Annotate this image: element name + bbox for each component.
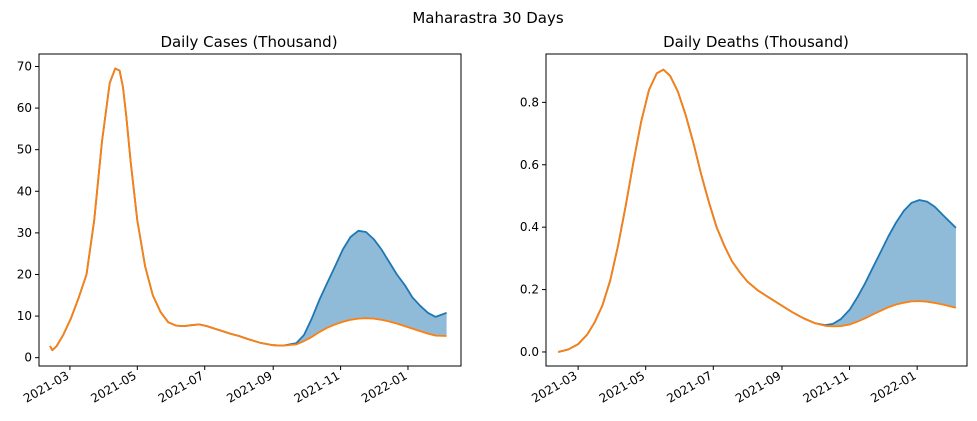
x-tick-label: 2021-07 [156,368,206,405]
y-tick-label: 30 [17,226,32,240]
x-tick-label: 2021-05 [597,368,647,405]
chart-deaths-title: Daily Deaths (Thousand) [663,33,849,51]
x-tick-label: 2021-11 [292,368,342,405]
y-tick-label: 0.0 [520,345,539,359]
y-tick-label: 20 [17,267,32,281]
x-tick-label: 2022-01 [868,368,918,405]
series-line-upper [557,68,957,353]
series-line-lower [49,67,447,352]
axes-frame [545,53,968,367]
x-tick-label: 2021-05 [88,368,138,405]
y-tick-label: 10 [17,309,32,323]
y-tick-label: 60 [17,101,32,115]
x-tick-label: 2021-07 [664,368,714,405]
chart-deaths-plot: 0.0 0.2 0.4 0.6 0.8 2021-03 2021-05 2021-07 2021… [520,53,968,406]
y-tick-label: 0.6 [520,158,539,172]
fill-between-area [50,68,447,351]
chart-cases-plot: 0 10 20 30 40 50 60 70 2021-03 2021-05 2021-07 2021… [17,53,462,406]
axes-frame [38,53,462,367]
x-tick-label: 2022-01 [359,368,409,405]
y-tick-label: 70 [17,59,32,73]
fill-between-area [558,69,956,352]
chart-cases-title: Daily Cases (Thousand) [160,33,337,51]
chart-deaths: Daily Deaths (Thousand) 0.0 0.2 0.4 0.6 0.8 2… [520,33,968,406]
y-tick-label: 0.8 [520,95,539,109]
x-tick-label: 2021-11 [801,368,851,405]
y-tick-label: 40 [17,184,32,198]
y-tick-label: 0 [24,351,32,365]
x-tick-label: 2021-09 [733,368,783,405]
x-tick-label: 2021-09 [224,368,274,405]
x-tick-label: 2021-03 [529,368,579,405]
y-tick-label: 0.2 [520,283,539,297]
x-tick-label: 2021-03 [21,368,71,405]
series-line-lower [557,68,957,353]
y-tick-label: 50 [17,143,32,157]
figure-suptitle: Maharastra 30 Days [412,9,563,27]
y-tick-label: 0.4 [520,220,539,234]
chart-cases: Daily Cases (Thousand) 0 10 20 30 40 50 60 70 20… [17,33,462,406]
